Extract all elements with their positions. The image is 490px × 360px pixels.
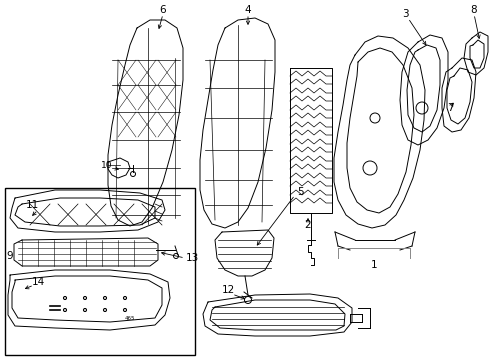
Text: 2: 2	[305, 220, 311, 230]
Text: 6: 6	[160, 5, 166, 15]
Text: 8: 8	[471, 5, 477, 15]
Text: 10: 10	[101, 161, 113, 170]
Text: 465: 465	[125, 315, 135, 320]
Text: 9: 9	[7, 251, 13, 261]
Text: 11: 11	[25, 200, 39, 210]
Text: 13: 13	[185, 253, 198, 263]
Text: 14: 14	[31, 277, 45, 287]
Text: 7: 7	[447, 103, 453, 113]
Text: 3: 3	[402, 9, 408, 19]
Bar	[5, 188, 195, 355]
Text: 5: 5	[296, 187, 303, 197]
Text: 4: 4	[245, 5, 251, 15]
Text: 12: 12	[221, 285, 235, 295]
Text: 1: 1	[371, 260, 377, 270]
